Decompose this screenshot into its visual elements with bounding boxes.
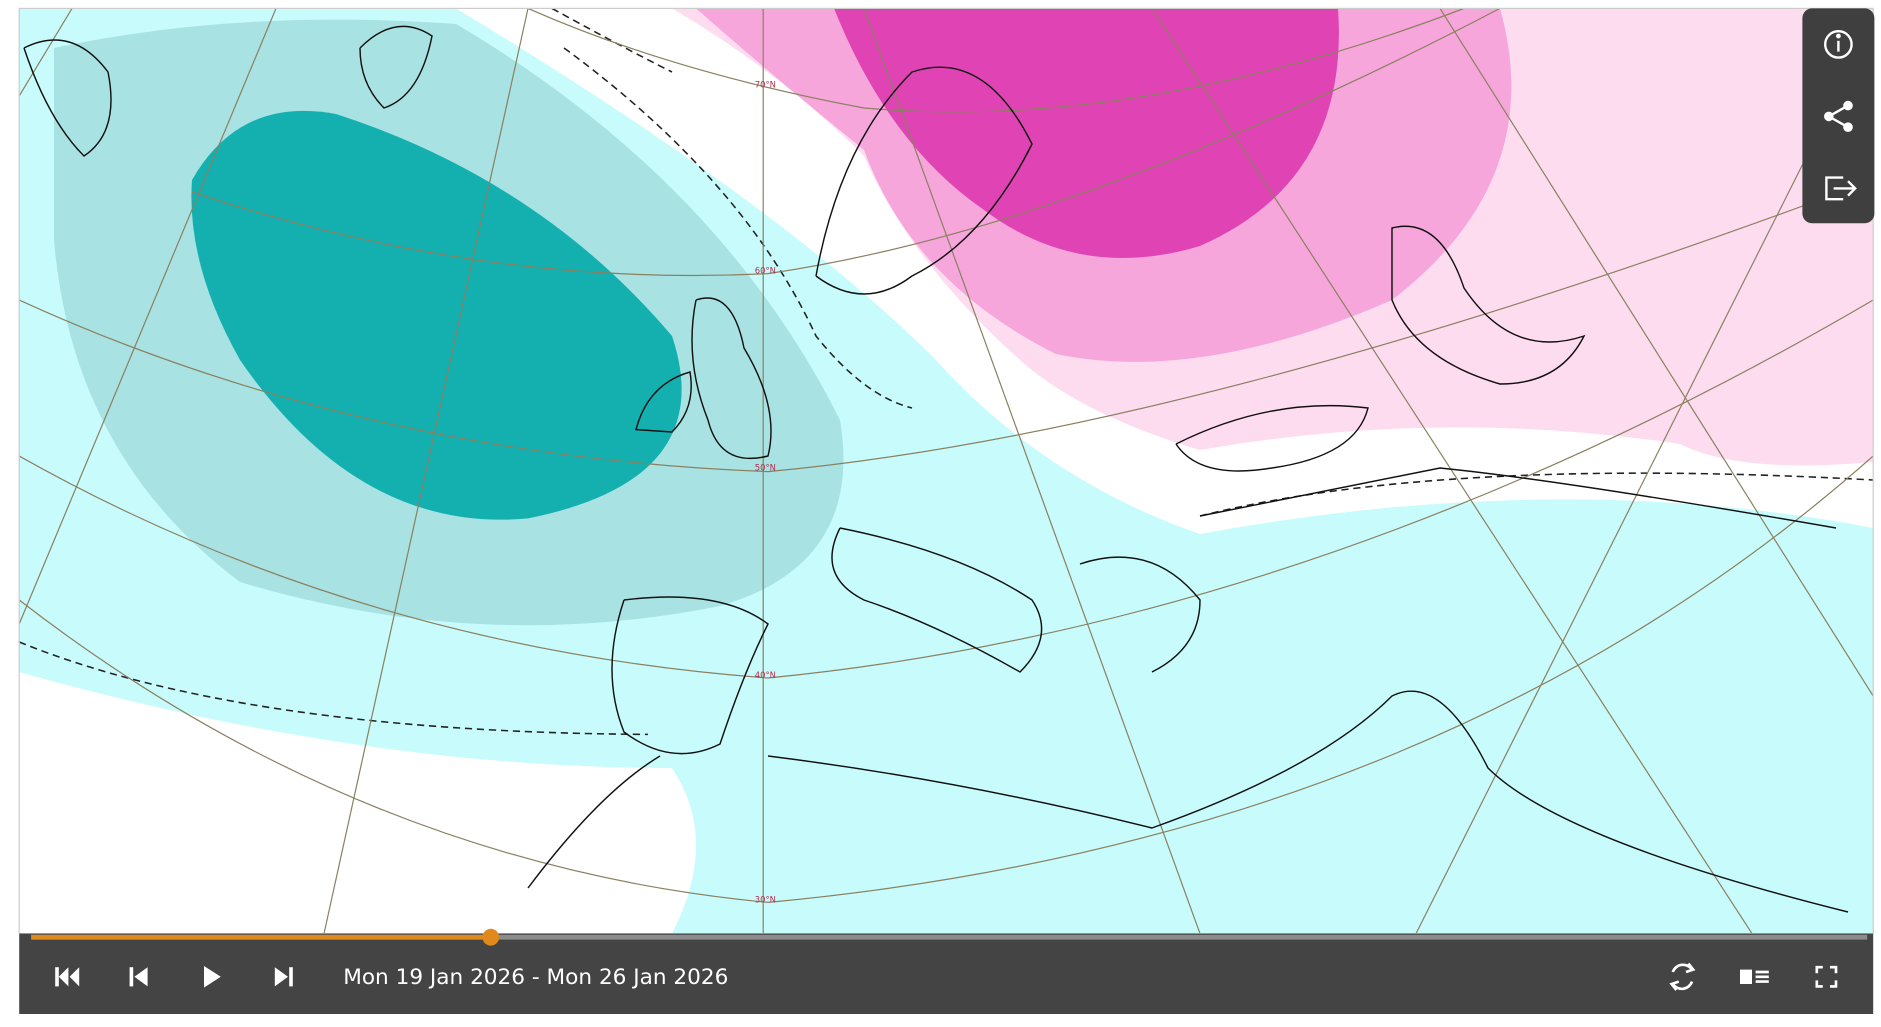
side-toolbar	[1802, 8, 1875, 224]
previous-button[interactable]	[129, 967, 148, 987]
play-button[interactable]	[204, 966, 221, 988]
latitude-label: 30°N	[755, 894, 776, 904]
date-range: Mon 19 Jan 2026 - Mon 26 Jan 2026	[343, 965, 728, 990]
latitude-label: 60°N	[755, 266, 776, 276]
latitude-label: 70°N	[755, 80, 776, 90]
fullscreen-button[interactable]	[1815, 965, 1838, 988]
export-button[interactable]	[1825, 176, 1857, 201]
progress-track[interactable]	[31, 934, 1868, 940]
info-button[interactable]	[1824, 30, 1853, 59]
map: 70°N 60°N 50°N 40°N 30°N	[19, 8, 1874, 934]
latitude-label: 40°N	[755, 670, 776, 680]
progress-knob[interactable]	[482, 928, 500, 946]
coastlines	[23, 25, 1849, 913]
loop-button[interactable]	[1669, 962, 1696, 991]
negative-anomaly-strong	[191, 110, 682, 520]
legend-button[interactable]	[1740, 969, 1769, 985]
control-bar	[19, 933, 1874, 1015]
next-button[interactable]	[274, 967, 293, 987]
neutral-area	[19, 672, 696, 934]
graticule	[19, 8, 1874, 934]
share-button[interactable]	[1824, 100, 1853, 133]
first-button[interactable]	[55, 967, 80, 987]
progress-fill	[31, 934, 491, 940]
latitude-label: 50°N	[755, 462, 776, 472]
